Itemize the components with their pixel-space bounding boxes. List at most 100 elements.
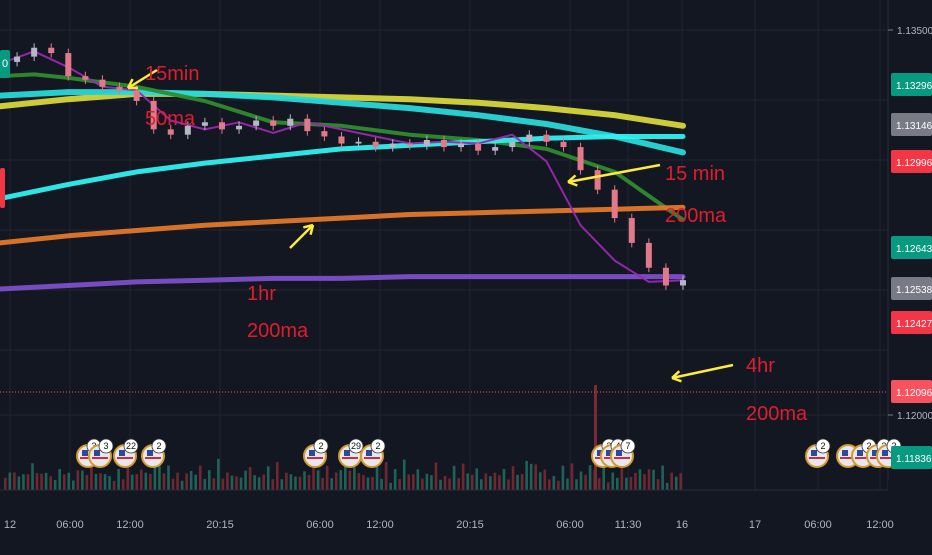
volume-bar xyxy=(53,479,57,490)
event-count-badge xyxy=(313,438,329,454)
candle-body xyxy=(577,147,584,171)
volume-bar xyxy=(552,476,556,490)
volume-bar xyxy=(674,476,678,490)
candle-body xyxy=(628,218,635,243)
volume-bar xyxy=(489,476,492,490)
ma-line xyxy=(0,89,686,156)
price-badge-label: 1.12538 xyxy=(896,285,932,296)
volume-bar xyxy=(294,476,297,490)
price-badge-label: 1.11836 xyxy=(896,454,932,465)
volume-bar xyxy=(257,477,261,490)
volume-bar xyxy=(8,472,12,490)
volume-bar xyxy=(276,462,279,490)
flag-canton xyxy=(616,450,622,456)
volume-bar xyxy=(575,479,578,490)
event-icons: 3322222923472232 xyxy=(76,438,902,468)
event-count-badge xyxy=(620,438,636,454)
volume-bar xyxy=(452,465,456,490)
event-count-badge xyxy=(348,438,364,454)
volume-bar xyxy=(443,476,447,490)
volume-bar xyxy=(58,469,61,490)
volume-bar xyxy=(439,479,442,490)
arrows xyxy=(126,68,734,383)
event-count-badge xyxy=(123,438,139,454)
flag-canton xyxy=(811,450,817,456)
volume-bar xyxy=(466,473,469,490)
candle-body xyxy=(236,125,243,130)
volume-bar xyxy=(334,472,338,490)
price-badge xyxy=(891,113,932,136)
volume-bar xyxy=(67,472,71,490)
candle-body xyxy=(543,134,550,142)
candle-body xyxy=(270,120,277,126)
volume-bars xyxy=(4,385,683,490)
price-axis-cover xyxy=(888,480,932,490)
candle-body xyxy=(680,280,686,286)
volume-bar xyxy=(629,477,633,490)
candle-body xyxy=(201,122,208,126)
annotation-label: 200ma xyxy=(665,205,727,227)
x-tick-label: 06:00 xyxy=(804,519,832,531)
volume-bar xyxy=(538,472,542,490)
volume-bar xyxy=(402,459,406,490)
volume-bar xyxy=(31,463,34,490)
price-badge xyxy=(891,311,932,334)
flag-canton xyxy=(606,450,612,456)
volume-bar xyxy=(112,480,116,490)
event-count-badge xyxy=(370,438,386,454)
volume-bar xyxy=(117,469,120,490)
left-price-badge-label: 0 xyxy=(2,58,8,70)
volume-bar xyxy=(72,480,75,490)
price-badge xyxy=(891,73,932,96)
volume-bar xyxy=(511,466,515,490)
volume-bar xyxy=(421,478,424,490)
volume-bar xyxy=(484,473,488,490)
volume-bar xyxy=(611,472,615,490)
volume-bar xyxy=(638,469,642,490)
candle-body xyxy=(218,122,225,130)
volume-bar xyxy=(634,472,637,490)
x-tick-label: 20:15 xyxy=(456,519,484,531)
volume-bar xyxy=(303,471,306,490)
volume-bar xyxy=(13,472,16,490)
candle-body xyxy=(65,53,72,77)
price-badge xyxy=(891,236,932,259)
volume-bar xyxy=(661,465,664,490)
volume-bar xyxy=(312,467,315,490)
flag-canton xyxy=(872,450,878,456)
volume-bar xyxy=(167,465,170,490)
volume-bar xyxy=(652,469,655,490)
volume-bar xyxy=(262,474,265,490)
volume-bar xyxy=(557,480,560,490)
candle-body xyxy=(304,118,311,132)
volume-bar xyxy=(430,475,433,490)
volume-bar xyxy=(221,478,225,490)
price-badge-label: 1.13296 xyxy=(896,81,932,92)
annotation-label: 200ma xyxy=(247,320,309,342)
annotation-arrowhead xyxy=(567,174,578,187)
volume-bar xyxy=(516,474,519,490)
volume-bar xyxy=(384,462,388,490)
candle-body xyxy=(423,140,430,146)
event-count-badge xyxy=(98,438,114,454)
x-tick-label: 16 xyxy=(676,519,688,531)
candle-body xyxy=(14,56,21,62)
volume-bar xyxy=(498,475,501,490)
volume-bar xyxy=(212,478,216,490)
volume-bar xyxy=(62,474,66,490)
candle-body xyxy=(116,86,123,91)
candle-body xyxy=(406,143,413,146)
volume-bar xyxy=(520,473,524,490)
annotation-arrow xyxy=(127,68,158,90)
volume-bar xyxy=(461,463,465,490)
candle-body xyxy=(167,129,174,135)
x-tick-label: 12:00 xyxy=(866,519,894,531)
volume-bar xyxy=(321,478,324,490)
annotation-label: 200ma xyxy=(746,403,808,425)
volume-bar xyxy=(217,458,220,490)
event-count-label: 2 xyxy=(156,441,161,451)
candle-body xyxy=(321,131,328,137)
volume-bar xyxy=(271,479,275,490)
